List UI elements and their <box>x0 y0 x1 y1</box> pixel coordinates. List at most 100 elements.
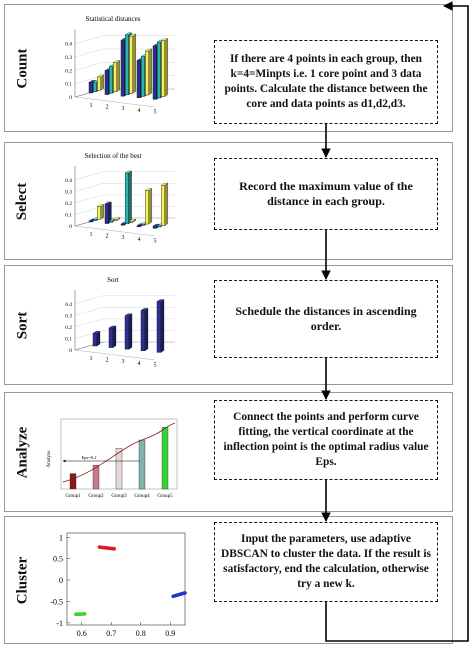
y-tick-label: 0 <box>69 348 72 354</box>
bar-1-s1-top <box>88 80 96 83</box>
x-tick-label: 3 <box>122 359 125 365</box>
count-description: If there are 4 points in each group, the… <box>214 40 438 124</box>
bar-2-s3-top <box>112 60 121 63</box>
y-tick-label: 0.1 <box>65 212 72 218</box>
y-tick-label: 0.3 <box>65 55 72 61</box>
sort-description: Schedule the distances in ascending orde… <box>214 280 438 358</box>
x-tick-label: 4 <box>138 361 141 367</box>
grid-line <box>74 48 104 58</box>
x-tick-label: 2 <box>106 234 109 240</box>
y-axis-label: Analyze <box>47 450 52 467</box>
grid-line <box>74 35 104 44</box>
bar-5-s1-top <box>152 223 160 227</box>
bar-group3 <box>115 448 123 490</box>
x-tick-label: 4 <box>138 108 141 114</box>
y-tick-label: 0.3 <box>65 313 72 319</box>
x-tick-label: Group5 <box>157 494 173 499</box>
y-tick-label: 0.4 <box>65 42 72 48</box>
y-tick-label: -0.5 <box>50 597 63 606</box>
bar-3-s3-top <box>128 219 137 222</box>
chart-title: Sort <box>107 276 119 284</box>
cluster-red <box>97 545 116 551</box>
y-tick-label: 0.1 <box>65 82 72 88</box>
bar-group2 <box>92 464 100 490</box>
x-tick-label: 1 <box>90 232 93 238</box>
x-tick-label: 2 <box>106 105 109 111</box>
bar-3-s3-top <box>128 33 137 37</box>
y-tick-label: 0 <box>69 95 72 101</box>
cluster-blue <box>171 591 187 599</box>
grid-line <box>74 295 104 304</box>
bar-3-s2-top <box>124 170 133 174</box>
x-tick-label: 0.8 <box>136 629 146 638</box>
grid-line <box>74 183 104 192</box>
y-tick-label: 0.1 <box>65 336 72 342</box>
eps-annotation: Eps=0.2 <box>82 455 97 460</box>
grid-line <box>74 62 104 71</box>
y-tick-label: 0.4 <box>65 178 72 184</box>
plot-frame <box>66 532 186 626</box>
analyze-chart: Analyze Group1 Group2 Group3 Group4 Group5 Eps… <box>47 418 178 499</box>
cluster-scatter-chart: 1 0.5 0 -0.5 -1 0.6 0.7 0.8 0.9 <box>50 532 187 638</box>
y-tick-label: 0.5 <box>53 555 63 564</box>
feedback-loop-arrow <box>325 1 469 642</box>
bar-1-top <box>92 331 101 334</box>
x-tick-label: 5 <box>154 238 157 244</box>
bar-5-s3-top <box>160 38 169 41</box>
analyze-description: Connect the points and perform curve fit… <box>214 400 438 480</box>
y-tick-label: 0.3 <box>65 189 72 195</box>
y-tick-label: 1 <box>59 533 63 542</box>
bar-4-s3-top <box>144 48 153 52</box>
statistical-distances-chart: Statistical distances 0 0.1 0.2 0.3 0.4 1 2 3 4 5 <box>65 15 175 115</box>
front-floor-line <box>74 225 156 237</box>
bar-3-s2-top <box>124 32 133 35</box>
y-tick-label: 0 <box>59 576 63 585</box>
selection-of-best-chart: Selection of the best 0 0.1 0.2 0.3 0.4 1 2 3 4 5 <box>65 152 175 244</box>
front-floor-line <box>74 96 156 108</box>
y-tick-label: 0.2 <box>65 325 72 331</box>
fitted-curve <box>62 422 176 483</box>
y-tick-label: 0.2 <box>65 68 72 74</box>
x-tick-label: 1 <box>90 103 93 109</box>
x-tick-label: 2 <box>106 358 109 364</box>
bar-4-s3-top <box>144 188 153 191</box>
bar-1-s3-top <box>96 204 105 207</box>
x-tick-label: Group3 <box>111 494 127 499</box>
bar-2-top <box>108 325 117 329</box>
x-tick-label: 4 <box>138 237 141 243</box>
y-tick-label: 0.2 <box>65 201 72 207</box>
y-tick-label: 0.4 <box>65 302 72 308</box>
bar-2-s3-top <box>112 217 121 220</box>
x-tick-label: 0.7 <box>106 629 116 638</box>
x-tick-label: Group4 <box>134 494 150 499</box>
grid-line <box>74 307 104 316</box>
x-tick-label: 0.9 <box>165 629 175 638</box>
x-tick-label: 0.6 <box>77 629 87 638</box>
y-tick-label: 0 <box>69 224 72 230</box>
bar-group5 <box>161 427 169 490</box>
bar-3-top <box>124 313 133 316</box>
grid-line <box>74 194 104 204</box>
grid-line <box>74 171 104 180</box>
select-description: Record the maximum value of the distance… <box>214 158 438 230</box>
bar-5-s3-top <box>160 183 169 186</box>
bar-group1 <box>69 473 77 490</box>
bar-2-s1-top <box>104 201 112 205</box>
bar-5-top <box>156 299 165 302</box>
front-floor-line <box>74 349 156 361</box>
chart-title: Statistical distances <box>85 15 140 23</box>
x-tick-label: 3 <box>122 235 125 241</box>
sort-chart: Sort 0 0.1 0.2 0.3 0.4 1 2 3 4 5 <box>65 276 175 368</box>
x-tick-label: Group2 <box>88 494 104 499</box>
grid-line <box>74 318 104 328</box>
bar-4-top <box>140 308 149 311</box>
x-tick-label: Group1 <box>65 494 81 499</box>
chart-title: Selection of the best <box>85 152 142 160</box>
x-tick-label: 1 <box>90 356 93 362</box>
cluster-description: Input the parameters, use adaptive DBSCA… <box>214 522 438 602</box>
x-tick-label: 5 <box>154 362 157 368</box>
x-tick-label: 3 <box>122 106 125 112</box>
x-tick-label: 5 <box>154 109 157 115</box>
y-tick-label: -1 <box>56 619 63 628</box>
